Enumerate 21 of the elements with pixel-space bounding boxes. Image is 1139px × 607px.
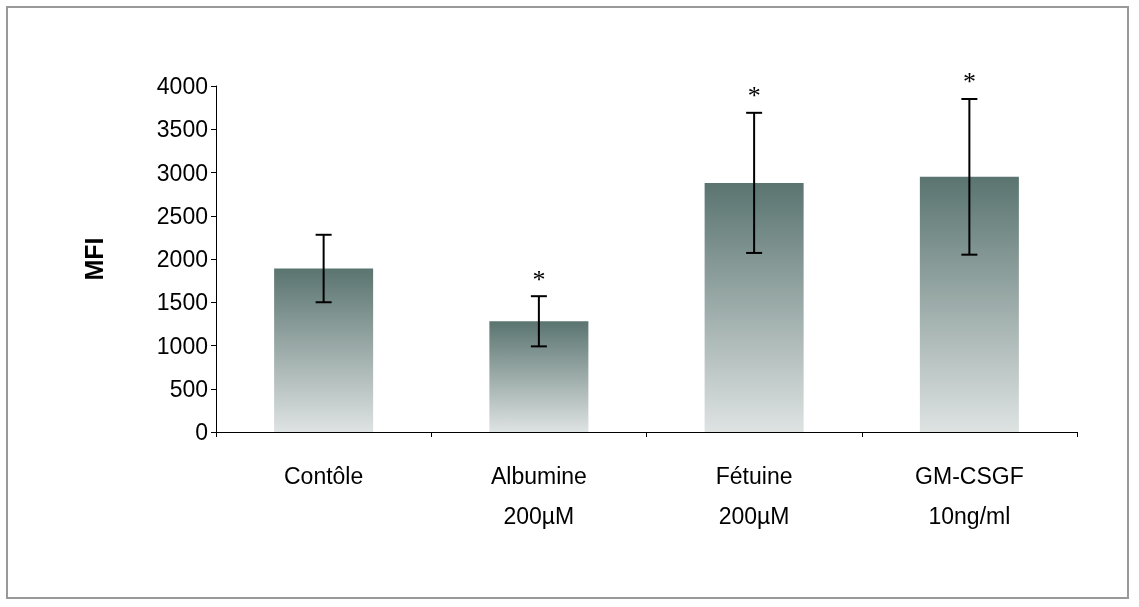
x-tick-label: Contôle bbox=[283, 463, 364, 489]
y-tick-label: 2000 bbox=[156, 246, 208, 272]
y-tick-label: 0 bbox=[195, 419, 208, 445]
y-tick-label: 3000 bbox=[156, 159, 208, 186]
y-tick-label: 3500 bbox=[156, 116, 208, 143]
annotation: * bbox=[747, 81, 761, 111]
bar bbox=[919, 176, 1019, 432]
x-tick-label: Fétuine 200µM bbox=[715, 463, 793, 529]
y-tick-label: 500 bbox=[169, 375, 208, 402]
bar bbox=[489, 321, 589, 432]
bar bbox=[704, 182, 804, 432]
x-tick-label: GM-CSGF 10ng/ml bbox=[915, 463, 1024, 529]
y-tick-label: 1500 bbox=[156, 289, 208, 316]
y-tick-label: 4000 bbox=[156, 73, 208, 99]
y-tick-label: 1000 bbox=[156, 332, 208, 359]
annotation: * bbox=[532, 264, 546, 294]
bar bbox=[274, 268, 374, 432]
y-tick-label: 2500 bbox=[156, 202, 208, 229]
annotation: * bbox=[962, 67, 976, 97]
y-axis-title: MFI bbox=[79, 237, 108, 281]
x-tick-label: Albumine 200µM bbox=[490, 463, 587, 529]
